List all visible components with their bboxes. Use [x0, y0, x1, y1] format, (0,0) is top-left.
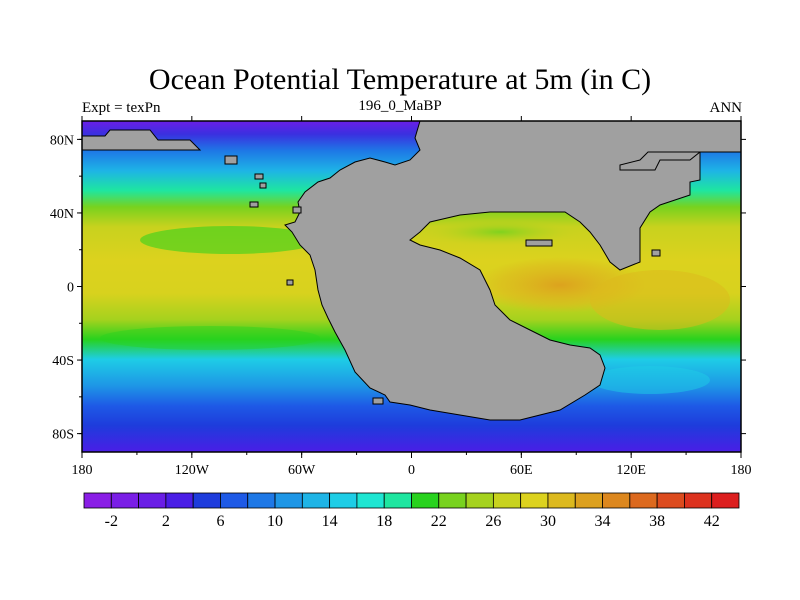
colorbar-label: 38: [649, 513, 665, 530]
colorbar-swatch: [301, 492, 331, 509]
colorbar-swatch: [602, 492, 631, 509]
y-tick-label: 80N: [50, 133, 74, 148]
x-tick-label: 60W: [288, 463, 316, 478]
x-tick-label: 120E: [616, 463, 646, 478]
cold-tongue: [590, 366, 710, 394]
colorbar-label: 42: [704, 513, 720, 530]
colorbar-swatch: [656, 492, 685, 509]
colorbar-swatch: [274, 492, 303, 509]
colorbar-swatch: [547, 492, 576, 509]
small-island-3: [249, 201, 259, 208]
colorbar-label: 22: [431, 513, 447, 530]
x-tick-label: 0: [408, 463, 415, 478]
arctic-island: [224, 155, 238, 165]
y-axis-ticks: 80N 40N 0 40S 80S: [50, 133, 746, 443]
equatorial-island: [286, 279, 294, 286]
small-island-4: [292, 206, 302, 214]
map-title: Ocean Potential Temperature at 5m (in C): [148, 63, 652, 96]
y-tick-label: 40N: [50, 207, 74, 222]
colorbar-label: 34: [595, 513, 611, 530]
colorbar-swatch: [383, 492, 412, 509]
colorbar-label: 18: [376, 513, 392, 530]
colorbar-swatch: [247, 492, 276, 509]
colorbar-label: 6: [216, 513, 224, 530]
colorbar-swatch: [192, 492, 221, 509]
eastern-warm-zone: [590, 270, 730, 330]
colorbar-label: 2: [162, 513, 170, 530]
colorbar-label: 10: [267, 513, 283, 530]
colorbar-swatch: [438, 492, 467, 509]
y-tick-label: 0: [67, 281, 74, 296]
y-tick-label: 80S: [52, 428, 74, 443]
east-island: [651, 249, 661, 257]
colorbar-swatch: [110, 492, 139, 509]
colorbar-swatch: [83, 492, 112, 509]
colorbar-swatch: [138, 492, 167, 509]
colorbar-label: 30: [540, 513, 556, 530]
colorbar-swatch: [574, 492, 603, 509]
colorbar-swatch: [220, 492, 249, 509]
colorbar-swatch: [411, 492, 440, 509]
colorbar-label: -2: [105, 513, 118, 530]
x-tick-label: 120W: [175, 463, 210, 478]
colorbar-swatch: [492, 492, 522, 509]
northwest-landmass: [82, 129, 202, 151]
colorbar-label: 26: [485, 513, 501, 530]
colorbar-swatch: [684, 492, 713, 509]
map-field: [82, 121, 741, 452]
y-tick-label: 40S: [52, 354, 74, 369]
x-axis-ticks: 180 120W 60W 0 60E 120E 180: [72, 116, 752, 478]
south-pacific-band: [100, 326, 320, 350]
colorbar-swatch: [165, 492, 194, 509]
inland-sea-warm: [420, 218, 580, 246]
pacific-green-band: [140, 226, 320, 254]
pangea-landmass: [284, 121, 741, 421]
colorbar-label: 14: [322, 513, 338, 530]
time-label: 196_0_MaBP: [358, 98, 442, 114]
x-tick-label: 180: [731, 463, 752, 478]
x-tick-label: 60E: [510, 463, 533, 478]
experiment-label: Expt = texPn: [82, 100, 161, 116]
colorbar-swatch: [711, 492, 740, 509]
small-island-2: [259, 182, 267, 189]
x-tick-label: 180: [72, 463, 93, 478]
colorbar-swatch: [520, 492, 549, 509]
season-label: ANN: [709, 100, 743, 116]
small-island-1: [254, 173, 264, 180]
inland-sea-island: [525, 239, 553, 247]
south-island: [372, 397, 384, 405]
colorbar-swatch: [356, 492, 385, 509]
colorbar: -2 2 6 10 14 18 22 26 30 34 38 42: [83, 492, 740, 530]
colorbar-swatch: [329, 492, 358, 509]
colorbar-swatch: [629, 492, 658, 509]
colorbar-swatch: [465, 492, 494, 509]
